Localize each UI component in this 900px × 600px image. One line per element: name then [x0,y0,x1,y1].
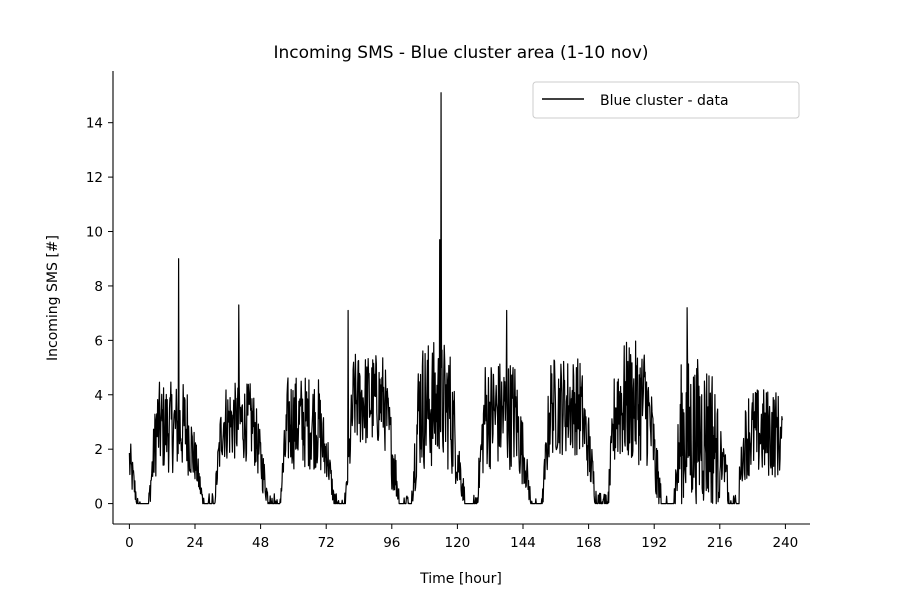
y-tick-label: 2 [94,442,103,458]
y-ticks: 0 2 4 6 8 10 12 14 [86,116,113,513]
x-tick-label: 120 [445,535,471,551]
legend-label: Blue cluster - data [600,93,729,109]
x-tick-label: 144 [510,535,536,551]
y-tick-label: 12 [86,170,103,186]
x-tick-label: 192 [641,535,667,551]
y-axis-label: Incoming SMS [#] [45,235,61,361]
x-tick-label: 216 [707,535,733,551]
y-tick-label: 8 [94,279,103,295]
chart-title: Incoming SMS - Blue cluster area (1-10 n… [273,43,648,63]
x-axis-label: Time [hour] [419,571,502,587]
legend-box [532,81,800,119]
x-tick-label: 72 [318,535,335,551]
x-ticks: 0 24 48 72 96 120 144 168 192 216 240 [125,524,798,551]
x-tick-label: 168 [576,535,602,551]
y-tick-label: 10 [86,225,103,241]
axes [112,71,810,525]
x-tick-label: 96 [383,535,400,551]
x-tick-label: 48 [252,535,269,551]
y-tick-label: 4 [94,388,103,404]
y-tick-label: 6 [94,333,103,349]
series-line [128,92,783,505]
y-tick-label: 14 [86,116,103,132]
legend: Blue cluster - data [532,81,800,119]
x-tick-label: 240 [773,535,799,551]
plot-area [128,92,783,505]
x-tick-label: 0 [125,535,134,551]
y-tick-label: 0 [94,497,103,513]
x-tick-label: 24 [186,535,203,551]
